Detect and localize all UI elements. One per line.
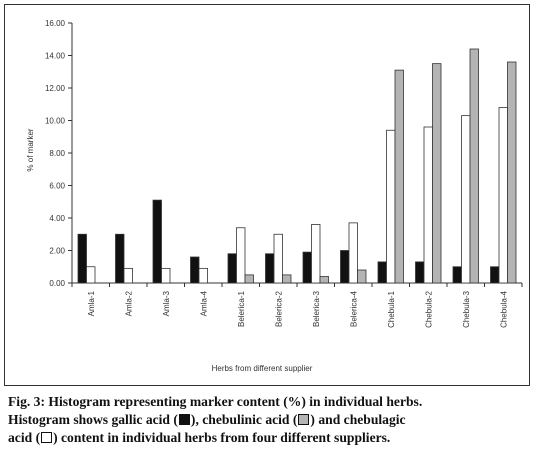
x-tick-label: Chebula-3 xyxy=(462,290,471,327)
chebulagic-acid-swatch xyxy=(41,432,53,443)
bar-gallic xyxy=(190,256,200,284)
bar-chebulinic xyxy=(357,269,367,284)
caption-line-2: Histogram shows gallic acid ( ), chebulin… xyxy=(8,411,530,429)
bar-chebulagic xyxy=(423,126,433,284)
bar-gallic xyxy=(115,233,125,284)
bar-gallic xyxy=(77,233,87,284)
bar-gallic xyxy=(490,266,500,284)
caption-text: ) and chebulagic xyxy=(310,412,406,427)
caption-line-1: Fig. 3: Histogram representing marker co… xyxy=(8,394,423,409)
bar-gallic xyxy=(152,199,162,284)
y-tick-label: 0.00 xyxy=(49,279,65,288)
x-tick-label: Chebula-4 xyxy=(499,290,508,327)
bar-chebulagic xyxy=(273,233,283,284)
bar-chebulinic xyxy=(282,274,292,284)
x-tick-label: Belerica-4 xyxy=(349,290,358,327)
caption-text: Histogram shows gallic acid ( xyxy=(8,412,178,427)
y-tick-label: 12.00 xyxy=(45,84,66,93)
y-tick-label: 6.00 xyxy=(49,182,65,191)
bar-chebulagic xyxy=(498,107,508,284)
y-axis-title: % of marker xyxy=(26,128,35,171)
bar-gallic xyxy=(415,261,425,284)
x-tick-label: Amla-3 xyxy=(162,290,171,316)
bar-chebulagic xyxy=(198,267,208,284)
y-tick-label: 8.00 xyxy=(49,149,65,158)
bar-chebulinic xyxy=(244,274,254,284)
x-tick-label: Chebula-2 xyxy=(424,290,433,327)
y-tick-label: 16.00 xyxy=(45,19,66,28)
bar-chart: 0.00 2.00 4.00 6.00 8.00 10.00 12.00 14.00 16.00… xyxy=(26,19,523,373)
bar-chebulagic xyxy=(123,267,133,284)
x-tick-label: Belerica-2 xyxy=(274,290,283,327)
caption-text: ) content in individual herbs from four … xyxy=(53,430,391,445)
bar-chebulinic xyxy=(507,61,517,284)
bar-gallic xyxy=(452,266,462,284)
bar-gallic xyxy=(227,253,237,284)
bar-chebulagic xyxy=(348,222,358,284)
bar-chebulagic xyxy=(86,266,96,284)
bar-chebulinic xyxy=(319,276,329,284)
x-tick-label: Amla-4 xyxy=(199,290,208,316)
bar-chebulagic xyxy=(236,227,246,284)
bar-chebulagic xyxy=(161,267,171,284)
bar-gallic xyxy=(265,253,275,284)
bar-chebulagic xyxy=(386,129,396,284)
bar-chebulinic xyxy=(394,69,404,284)
bar-chebulagic xyxy=(311,224,321,284)
x-tick-label: Chebula-1 xyxy=(387,290,396,327)
y-tick-label: 10.00 xyxy=(45,117,66,126)
x-tick-label: Amla-2 xyxy=(124,290,133,316)
bar-chebulinic xyxy=(469,48,479,284)
figure-caption: Fig. 3: Histogram representing marker co… xyxy=(8,393,530,447)
bar-chebulinic xyxy=(432,63,442,284)
x-tick-label: Amla-1 xyxy=(87,290,96,316)
bars xyxy=(77,48,517,284)
caption-text: acid ( xyxy=(8,430,41,445)
x-axis-title: Herbs from different supplier xyxy=(212,364,313,373)
y-tick-label: 14.00 xyxy=(45,52,66,61)
y-tick-label: 2.00 xyxy=(49,247,65,256)
chebulinic-acid-swatch xyxy=(298,414,310,425)
bar-gallic xyxy=(302,251,312,284)
figure-frame xyxy=(4,4,530,386)
caption-line-3: acid ( ) content in individual herbs from… xyxy=(8,429,530,447)
y-tick-label: 4.00 xyxy=(49,214,65,223)
x-tick-label: Belerica-3 xyxy=(312,290,321,327)
gallic-acid-swatch xyxy=(178,414,190,425)
x-tick-label: Belerica-1 xyxy=(237,290,246,327)
axes xyxy=(68,22,523,287)
bar-chebulagic xyxy=(461,115,471,284)
bar-gallic xyxy=(340,250,350,284)
axis-labels: 0.00 2.00 4.00 6.00 8.00 10.00 12.00 14.00 16.00… xyxy=(45,19,508,328)
bar-gallic xyxy=(377,261,387,284)
caption-text: ), chebulinic acid ( xyxy=(190,412,298,427)
